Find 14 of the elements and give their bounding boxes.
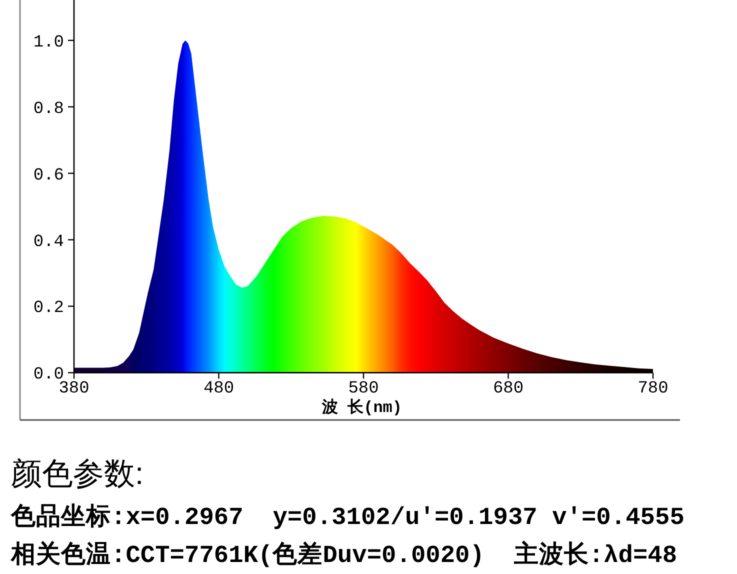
y-tick-label: 0.6 — [33, 166, 64, 186]
y-tick-label: 0.8 — [33, 100, 64, 119]
y-tick-label: 0.2 — [33, 299, 64, 318]
y-tick-label: 0.4 — [33, 232, 64, 252]
y-tick-label: 1.0 — [33, 33, 64, 52]
x-tick-label: 380 — [58, 380, 90, 399]
x-tick-label: 480 — [203, 380, 234, 399]
x-tick-label: 680 — [492, 380, 524, 399]
text: 相关色温:CCT=7761K(色差Duv=0.0020) 主波长:λd=48 — [10, 540, 678, 570]
text: 颜色参数: — [11, 456, 144, 491]
x-tick-label: 580 — [348, 380, 379, 399]
text: 色品坐标:x=0.2967 y=0.3102/u'=0.1937 v'=0.4555 — [10, 502, 684, 532]
x-tick-label: 780 — [638, 380, 668, 399]
x-axis-title: 波 长(nm) — [320, 398, 402, 417]
